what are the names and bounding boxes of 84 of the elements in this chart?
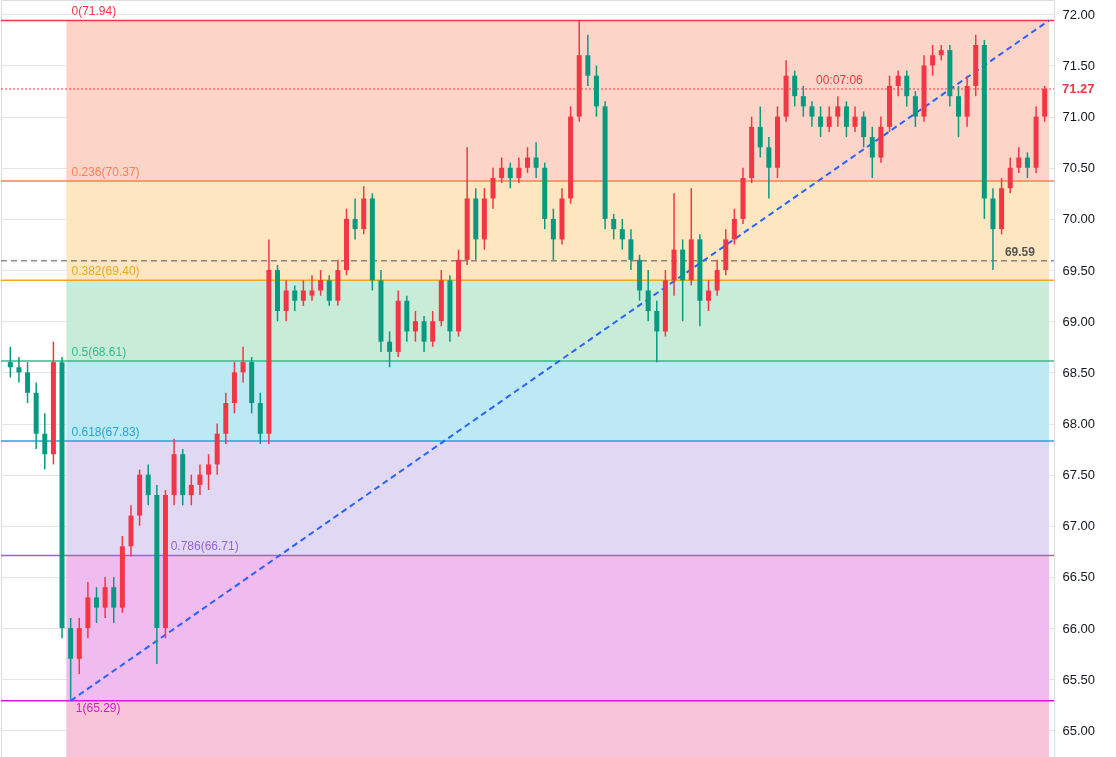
candlestick <box>843 100 849 138</box>
candlestick <box>111 576 117 624</box>
y-tick-label: 66.00 <box>1062 620 1096 636</box>
candlestick <box>800 85 806 118</box>
y-tick-label: 71.50 <box>1062 57 1096 73</box>
ref-line-label: 0.382(69.40) <box>71 264 140 279</box>
candlestick <box>309 274 315 302</box>
ref-line-label: 0.5(68.61) <box>71 345 127 360</box>
candlestick <box>809 100 815 128</box>
ref-line-label: 0.786(66.71) <box>170 539 239 554</box>
ref-line-label: 0.236(70.37) <box>71 165 140 180</box>
y-tick-label: 67.50 <box>1062 467 1096 483</box>
ref-line-label: 0(71.94) <box>71 4 117 19</box>
candlestick <box>912 90 918 128</box>
candlestick <box>318 269 324 297</box>
candlestick <box>1016 146 1022 174</box>
ref-line-label: 1(65.29) <box>75 700 121 715</box>
ref-line-label: 71.27 <box>1062 81 1095 96</box>
candlestick <box>16 356 22 384</box>
candlestick <box>197 463 203 496</box>
candlestick <box>206 453 212 491</box>
candlestick <box>955 85 961 138</box>
y-tick-label: 71.00 <box>1062 109 1096 125</box>
candlestick <box>731 207 737 246</box>
candlestick <box>792 69 798 108</box>
candlestick <box>852 105 858 133</box>
ref-line-label: 69.59 <box>1004 244 1036 259</box>
candlestick <box>7 346 13 379</box>
candlestick <box>766 136 772 200</box>
y-tick-label: 69.50 <box>1062 262 1096 278</box>
candlestick <box>1007 156 1013 195</box>
candlestick <box>421 315 427 353</box>
candlestick <box>352 197 358 241</box>
annotation: 00:07:06 <box>816 73 864 87</box>
candlestick <box>25 361 31 404</box>
candlestick <box>930 44 936 77</box>
candlestick <box>145 463 151 507</box>
candlestick <box>818 105 824 138</box>
y-tick-label: 67.00 <box>1062 518 1096 534</box>
candlestick <box>412 310 418 343</box>
candlestick <box>835 95 841 128</box>
y-tick-label: 68.50 <box>1062 364 1096 380</box>
ref-line-label: 0.618(67.83) <box>71 424 140 439</box>
candlestick <box>619 218 625 251</box>
candlestick <box>706 279 712 312</box>
y-tick-label: 65.50 <box>1062 671 1096 687</box>
candlestick <box>94 586 100 624</box>
candlestick <box>628 228 634 271</box>
candlestick <box>895 69 901 97</box>
candlestick <box>507 161 513 189</box>
candlestick <box>430 310 436 348</box>
candlestick <box>283 279 289 322</box>
candlestick <box>1024 151 1030 179</box>
candlestick <box>757 105 763 159</box>
y-tick-label: 69.00 <box>1062 313 1096 329</box>
y-tick-label: 70.50 <box>1062 160 1096 176</box>
candlestick <box>490 167 496 210</box>
candlestick <box>714 259 720 297</box>
y-tick-label: 65.00 <box>1062 722 1096 738</box>
candlestick <box>869 126 875 179</box>
y-tick-label: 70.00 <box>1062 211 1096 227</box>
candlestick <box>611 213 617 241</box>
candlestick <box>525 146 530 174</box>
candlestick <box>654 300 660 363</box>
candlestick <box>300 279 306 307</box>
candlestick <box>533 141 539 179</box>
candlestick <box>904 69 910 108</box>
candlestick <box>499 156 505 184</box>
candlestick <box>292 284 298 312</box>
candlestick <box>516 156 522 184</box>
candlestick <box>42 412 48 471</box>
candlestick <box>861 110 867 149</box>
candlestick <box>550 207 556 261</box>
candlestick <box>102 576 108 619</box>
candlestick <box>585 34 591 87</box>
y-tick-label: 66.50 <box>1062 569 1096 585</box>
y-tick-label: 72.00 <box>1062 6 1096 22</box>
candlestick <box>826 105 832 133</box>
candlestick <box>387 330 393 368</box>
candlestick <box>645 269 651 322</box>
candlestick <box>326 274 332 307</box>
candlestick <box>240 346 246 384</box>
candlestick <box>188 473 194 507</box>
y-tick-label: 68.00 <box>1062 416 1096 432</box>
